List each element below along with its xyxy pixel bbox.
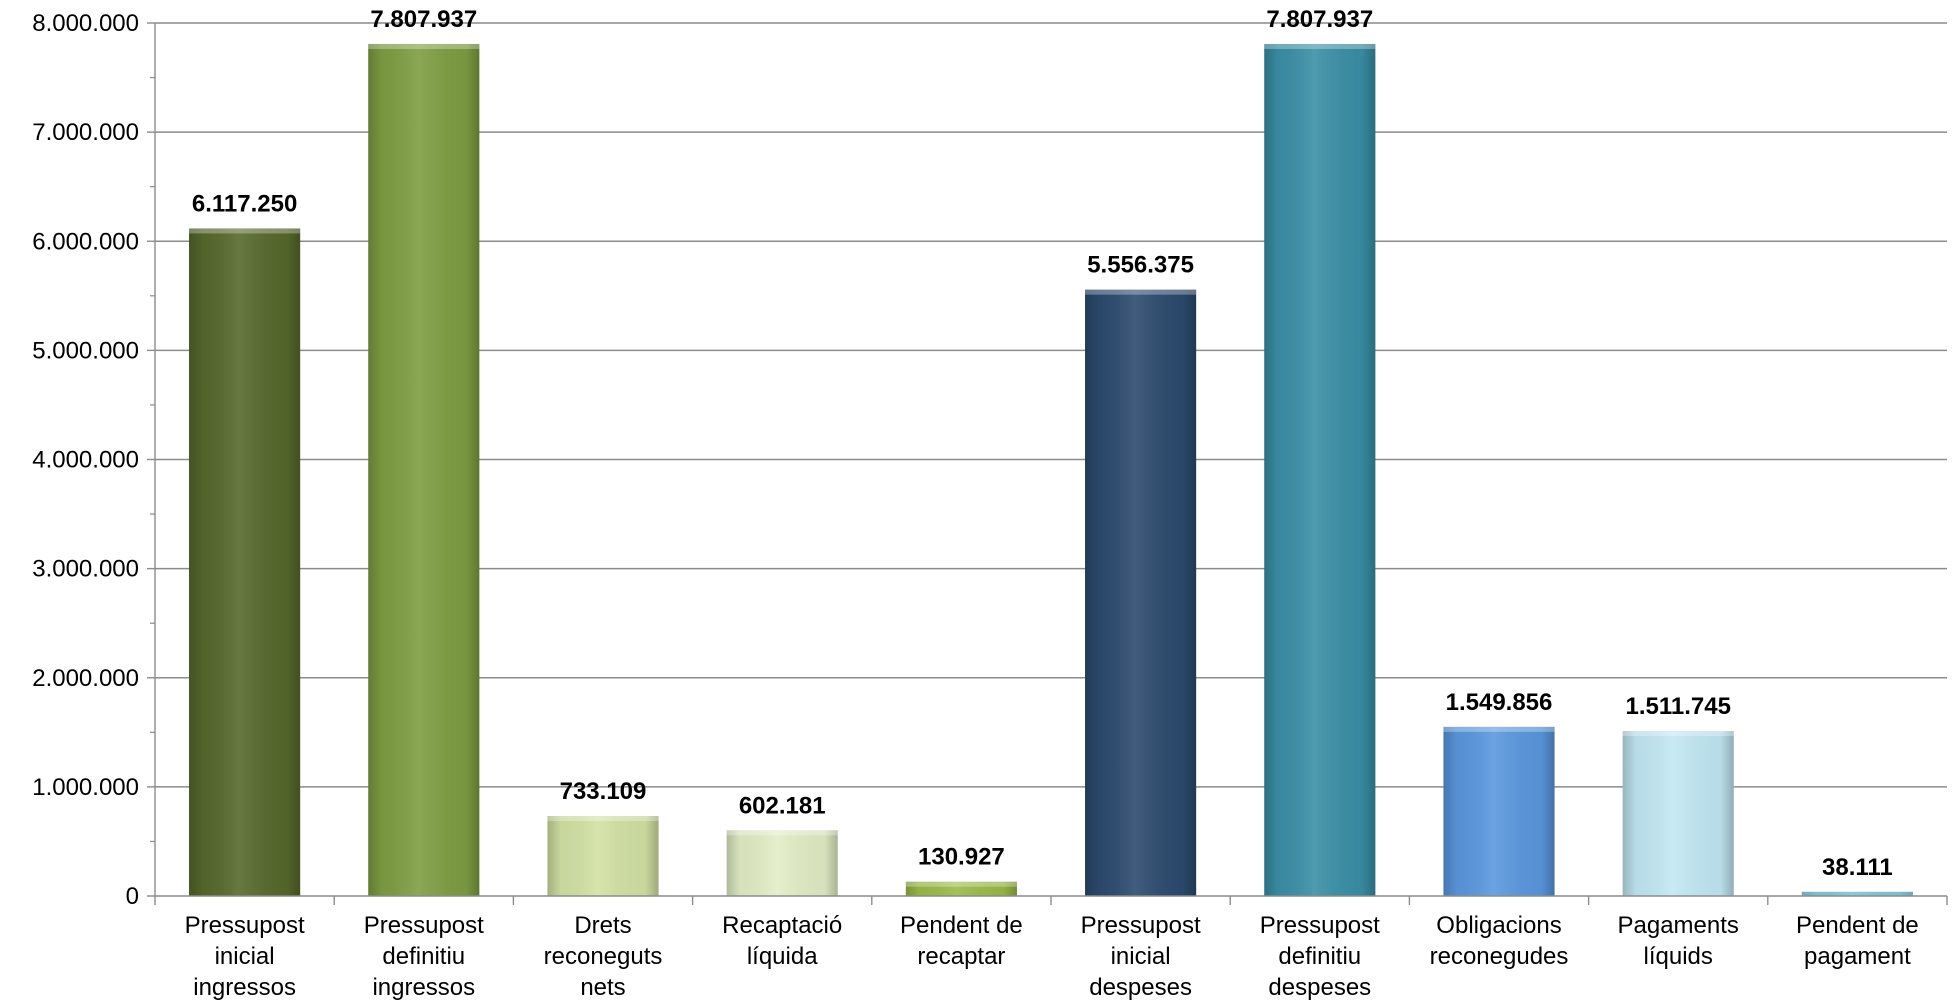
y-tick-label: 6.000.000 bbox=[32, 228, 139, 255]
bar-shading bbox=[1801, 891, 1913, 896]
x-tick-label: Pressupost definitiu ingressos bbox=[364, 912, 484, 1001]
bar-top-bevel bbox=[189, 228, 301, 234]
x-tick-label-line: Pressupost bbox=[185, 912, 305, 939]
data-label: 7.807.937 bbox=[1266, 6, 1373, 33]
x-tick-label-line: despeses bbox=[1089, 974, 1192, 1001]
x-tick-label-line: líquids bbox=[1644, 943, 1713, 970]
x-tick-label-line: definitiu bbox=[382, 943, 465, 970]
x-tick-label-line: Drets bbox=[574, 912, 631, 939]
bar-top-bevel bbox=[1801, 891, 1913, 896]
bar-top-bevel bbox=[368, 43, 480, 49]
x-tick-label-line: reconegudes bbox=[1430, 943, 1569, 970]
x-tick-label-line: definitiu bbox=[1278, 943, 1361, 970]
bar-top-bevel bbox=[1264, 43, 1376, 49]
bar-top-bevel bbox=[547, 815, 659, 821]
x-tick-label-line: pagament bbox=[1804, 943, 1911, 970]
bar-shading bbox=[726, 830, 838, 896]
data-label: 602.181 bbox=[739, 792, 826, 819]
x-tick-label-line: inicial bbox=[1111, 943, 1171, 970]
x-tick-label-line: despeses bbox=[1268, 974, 1371, 1001]
y-tick-label: 8.000.000 bbox=[32, 10, 139, 37]
x-tick-label: Pendent de pagament bbox=[1796, 912, 1919, 970]
y-tick-label: 2.000.000 bbox=[32, 665, 139, 692]
x-tick-label: Drets reconeguts nets bbox=[544, 912, 663, 1001]
x-tick-label: Recaptació líquida bbox=[722, 912, 842, 970]
axes bbox=[147, 22, 1948, 905]
x-tick-label-line: Pressupost bbox=[1081, 912, 1201, 939]
data-label: 1.511.745 bbox=[1625, 693, 1730, 720]
x-tick-label-line: recaptar bbox=[917, 943, 1005, 970]
bar-shading bbox=[1085, 289, 1197, 896]
x-tick-label: Pressupost inicial ingressos bbox=[185, 912, 305, 1001]
data-label: 7.807.937 bbox=[370, 6, 477, 33]
y-tick-label: 4.000.000 bbox=[32, 447, 139, 474]
x-tick-label-line: Pendent de bbox=[900, 912, 1023, 939]
data-label: 130.927 bbox=[918, 844, 1005, 871]
data-label: 733.109 bbox=[560, 778, 647, 805]
x-tick-label-line: ingressos bbox=[193, 974, 296, 1001]
x-tick-label: Obligacions reconegudes bbox=[1430, 912, 1569, 970]
bar-shading bbox=[1264, 43, 1376, 897]
x-tick-label: Pagaments líquids bbox=[1617, 912, 1738, 970]
labels: 0 1.000.000 2.000.000 3.000.000 4.000.000 5.0… bbox=[32, 6, 1919, 1001]
y-tick-label: 7.000.000 bbox=[32, 119, 139, 146]
y-tick-label: 0 bbox=[126, 883, 139, 910]
bar-shading bbox=[189, 228, 301, 897]
x-tick-label-line: Obligacions bbox=[1436, 912, 1561, 939]
y-tick-label: 1.000.000 bbox=[32, 774, 139, 801]
x-tick-label-line: Pagaments bbox=[1617, 912, 1738, 939]
bar-shading bbox=[547, 815, 659, 896]
bar-shading bbox=[905, 881, 1017, 896]
x-tick-label-line: Pressupost bbox=[364, 912, 484, 939]
bar-top-bevel bbox=[1443, 726, 1555, 732]
x-tick-label-line: Pendent de bbox=[1796, 912, 1919, 939]
bar-top-bevel bbox=[1622, 731, 1734, 737]
y-tick-label: 3.000.000 bbox=[32, 556, 139, 583]
x-tick-label-line: reconeguts bbox=[544, 943, 663, 970]
bars bbox=[189, 43, 1913, 897]
bar-top-bevel bbox=[905, 881, 1017, 887]
bar-top-bevel bbox=[1085, 289, 1197, 295]
data-label: 6.117.250 bbox=[192, 190, 297, 217]
data-label: 38.111 bbox=[1822, 854, 1893, 881]
x-tick-label-line: inicial bbox=[215, 943, 275, 970]
bar-shading bbox=[368, 43, 480, 897]
bar-top-bevel bbox=[726, 830, 838, 836]
x-tick-label-line: ingressos bbox=[372, 974, 475, 1001]
y-tick-label: 5.000.000 bbox=[32, 337, 139, 364]
x-tick-label-line: líquida bbox=[747, 943, 818, 970]
x-tick-label: Pressupost inicial despeses bbox=[1081, 912, 1201, 1001]
data-label: 5.556.375 bbox=[1087, 252, 1194, 279]
x-tick-label-line: nets bbox=[580, 974, 625, 1001]
x-tick-label-line: Pressupost bbox=[1260, 912, 1380, 939]
bar-shading bbox=[1443, 726, 1555, 896]
bar-shading bbox=[1622, 731, 1734, 896]
x-tick-label: Pendent de recaptar bbox=[900, 912, 1023, 970]
data-label: 1.549.856 bbox=[1446, 689, 1553, 716]
x-tick-label: Pressupost definitiu despeses bbox=[1260, 912, 1380, 1001]
x-tick-label-line: Recaptació bbox=[722, 912, 842, 939]
